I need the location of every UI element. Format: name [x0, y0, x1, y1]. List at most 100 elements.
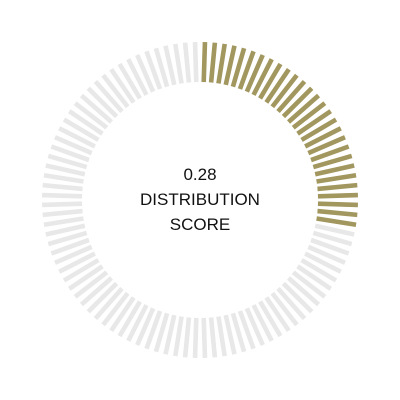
gauge-tick-empty: [244, 307, 265, 346]
gauge-tick-empty: [68, 264, 104, 291]
gauge-tick-filled: [317, 182, 358, 192]
gauge-tick-empty: [73, 101, 109, 130]
gauge-tick-filled: [223, 45, 237, 86]
gauge-tick-empty: [135, 54, 156, 93]
gauge-tick-filled: [296, 109, 332, 136]
gauge-tick-empty: [62, 117, 100, 142]
gauge-tick-filled: [310, 144, 350, 163]
gauge-tick-empty: [144, 50, 163, 90]
gauge-tick-empty: [296, 264, 332, 291]
gauge-tick-empty: [50, 144, 90, 163]
gauge-tick-empty: [270, 291, 299, 327]
gauge-tick-empty: [117, 62, 142, 100]
gauge-tick-filled: [312, 153, 353, 170]
gauge-center-label: 0.28 DISTRIBUTION SCORE: [100, 162, 300, 237]
gauge-tick-empty: [126, 58, 149, 96]
score-value: 0.28: [183, 165, 217, 184]
gauge-tick-empty: [126, 304, 149, 342]
gauge-tick-empty: [182, 317, 192, 358]
gauge-tick-empty: [307, 244, 346, 265]
gauge-tick-filled: [317, 208, 358, 218]
gauge-tick-filled: [208, 42, 218, 83]
gauge-tick-filled: [300, 117, 338, 142]
gauge-tick-filled: [304, 126, 342, 149]
gauge-tick-empty: [42, 208, 83, 218]
gauge-tick-filled: [307, 135, 346, 156]
gauge-tick-filled: [258, 62, 283, 100]
gauge-tick-empty: [109, 68, 136, 104]
gauge-tick-empty: [173, 316, 184, 357]
gauge-tick-empty: [314, 223, 355, 237]
gauge-tick-empty: [173, 43, 184, 84]
gauge-tick-empty: [208, 317, 218, 358]
gauge-tick-empty: [237, 310, 256, 350]
gauge-tick-empty: [62, 258, 100, 283]
gauge-tick-empty: [291, 270, 327, 299]
gauge-tick-empty: [42, 182, 83, 192]
gauge-tick-filled: [230, 47, 247, 88]
gauge-tick-empty: [45, 163, 86, 177]
gauge-tick-empty: [223, 314, 237, 355]
gauge-tick-empty: [109, 296, 136, 332]
gauge-tick-filled: [237, 50, 256, 90]
gauge-tick-empty: [153, 47, 170, 88]
gauge-tick-empty: [58, 126, 96, 149]
gauge-tick-empty: [86, 86, 119, 119]
gauge-tick-empty: [300, 258, 338, 283]
gauge-tick-empty: [117, 300, 142, 338]
gauge-tick-empty: [47, 230, 88, 247]
gauge-tick-empty: [68, 109, 104, 136]
gauge-tick-empty: [79, 93, 114, 124]
gauge-tick-filled: [251, 58, 274, 96]
gauge-tick-filled: [201, 42, 208, 83]
gauge-tick-filled: [291, 101, 327, 130]
gauge-tick-empty: [93, 79, 124, 114]
gauge-tick-empty: [304, 251, 342, 274]
score-label-line1: DISTRIBUTION: [140, 190, 260, 209]
gauge-tick-empty: [182, 42, 192, 83]
gauge-tick-empty: [216, 316, 227, 357]
gauge-tick-empty: [153, 312, 170, 353]
gauge-tick-empty: [43, 216, 84, 227]
gauge-tick-empty: [144, 310, 163, 350]
gauge-tick-filled: [264, 68, 291, 104]
gauge-tick-empty: [101, 291, 130, 327]
gauge-tick-empty: [230, 312, 247, 353]
gauge-tick-empty: [54, 244, 93, 265]
gauge-tick-empty: [192, 42, 199, 83]
gauge-tick-empty: [251, 304, 274, 342]
gauge-tick-filled: [317, 201, 358, 208]
gauge-tick-empty: [54, 135, 93, 156]
gauge-tick-filled: [276, 79, 307, 114]
gauge-tick-empty: [258, 300, 283, 338]
gauge-tick-empty: [43, 173, 84, 184]
gauge-tick-filled: [314, 163, 355, 177]
gauge-tick-empty: [281, 281, 314, 314]
gauge-tick-filled: [317, 192, 358, 199]
gauge-tick-empty: [101, 73, 130, 109]
gauge-tick-empty: [58, 251, 96, 274]
gauge-tick-filled: [281, 86, 314, 119]
gauge-tick-empty: [93, 286, 124, 321]
gauge-tick-empty: [45, 223, 86, 237]
gauge-ticks: [42, 42, 358, 358]
gauge-tick-empty: [50, 237, 90, 256]
gauge-tick-empty: [86, 281, 119, 314]
gauge-tick-empty: [73, 270, 109, 299]
gauge-tick-empty: [163, 314, 177, 355]
gauge-tick-filled: [270, 73, 299, 109]
gauge-tick-empty: [310, 237, 350, 256]
gauge-tick-empty: [42, 201, 83, 208]
gauge-tick-filled: [286, 93, 321, 124]
gauge-tick-filled: [244, 54, 265, 93]
gauge-tick-empty: [264, 296, 291, 332]
gauge-tick-empty: [79, 276, 114, 307]
gauge-tick-filled: [316, 173, 357, 184]
gauge-tick-empty: [192, 317, 199, 358]
gauge-tick-empty: [201, 317, 208, 358]
gauge-tick-empty: [47, 153, 88, 170]
gauge-tick-empty: [286, 276, 321, 307]
gauge-tick-filled: [316, 216, 357, 227]
gauge-tick-filled: [216, 43, 227, 84]
